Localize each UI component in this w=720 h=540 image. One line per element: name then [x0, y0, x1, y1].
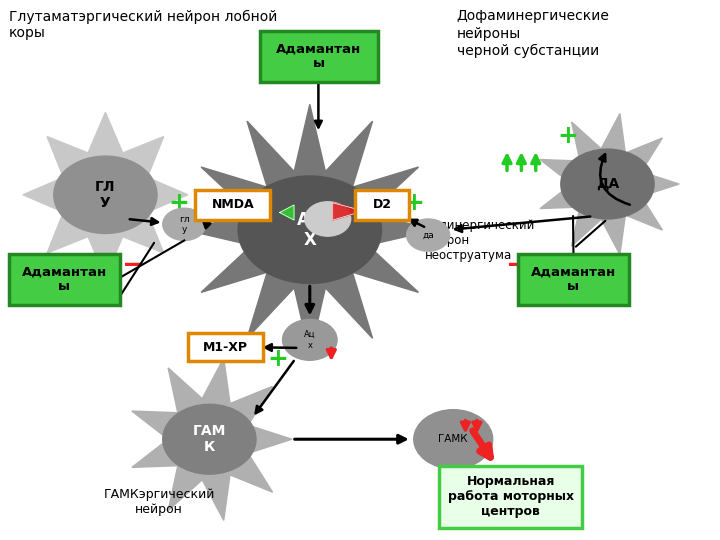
FancyBboxPatch shape [188, 333, 264, 361]
Text: ГАМК: ГАМК [438, 434, 468, 444]
Text: черной субстанции: черной субстанции [456, 44, 599, 58]
Circle shape [414, 410, 492, 469]
Circle shape [407, 219, 450, 251]
FancyBboxPatch shape [439, 466, 582, 528]
Text: +: + [168, 191, 189, 215]
Text: Холинергический
нейрон
неоструатума: Холинергический нейрон неоструатума [425, 219, 535, 262]
FancyBboxPatch shape [9, 254, 120, 305]
Text: +: + [267, 347, 288, 370]
Text: M1-ХР: M1-ХР [203, 341, 248, 354]
Polygon shape [540, 113, 679, 254]
Circle shape [163, 208, 206, 240]
Circle shape [54, 156, 157, 233]
Text: ГАМКэргический
нейрон: ГАМКэргический нейрон [104, 488, 215, 516]
Text: ГАМ
К: ГАМ К [193, 424, 226, 454]
Text: D2: D2 [372, 199, 392, 212]
Text: да: да [422, 231, 434, 240]
Text: −: − [122, 251, 145, 279]
FancyBboxPatch shape [195, 190, 270, 220]
Text: Дофаминергические: Дофаминергические [456, 9, 610, 23]
Circle shape [163, 404, 256, 474]
Polygon shape [333, 203, 364, 220]
Text: Адамантан
ы: Адамантан ы [22, 265, 107, 293]
Text: +: + [403, 191, 424, 215]
Text: −: − [338, 182, 361, 210]
Text: коры: коры [9, 25, 45, 39]
Text: ДА: ДА [596, 177, 619, 191]
Text: Нормальная
работа моторных
центров: Нормальная работа моторных центров [448, 476, 574, 518]
Text: −: − [506, 251, 529, 279]
Text: ГЛ
У: ГЛ У [95, 180, 116, 210]
FancyBboxPatch shape [518, 254, 629, 305]
Circle shape [238, 176, 382, 284]
Text: +: + [557, 124, 578, 148]
Text: нейроны: нейроны [456, 26, 521, 40]
Circle shape [561, 149, 654, 219]
Text: Ац
Х: Ац Х [297, 210, 323, 249]
Text: Глутаматэргический нейрон лобной: Глутаматэргический нейрон лобной [9, 9, 277, 24]
Text: гл
у: гл у [179, 214, 189, 234]
FancyBboxPatch shape [260, 31, 378, 82]
Text: Ац
х: Ац х [304, 330, 315, 349]
Polygon shape [23, 112, 188, 277]
Text: Адамантан
ы: Адамантан ы [276, 43, 361, 70]
Circle shape [282, 320, 337, 360]
FancyBboxPatch shape [355, 190, 409, 220]
Polygon shape [184, 104, 436, 355]
Polygon shape [132, 358, 292, 521]
Text: NMDA: NMDA [212, 199, 254, 212]
Text: Адамантан
ы: Адамантан ы [531, 265, 616, 293]
Circle shape [305, 202, 351, 236]
Polygon shape [279, 205, 294, 220]
